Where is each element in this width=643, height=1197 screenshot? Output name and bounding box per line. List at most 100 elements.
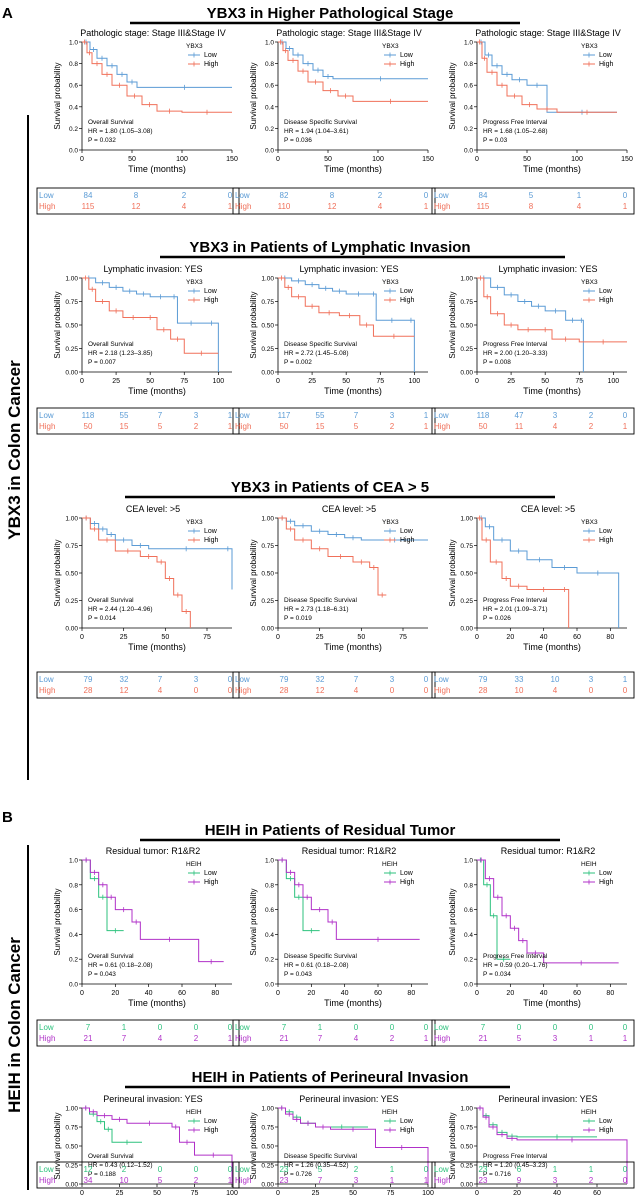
risk-value: 12	[316, 686, 325, 695]
risk-value: 0	[194, 1023, 199, 1032]
risk-table-box	[431, 1019, 635, 1047]
x-tick-label: 20	[513, 1190, 521, 1197]
km-curve-high	[278, 517, 387, 596]
x-tick-label: 50	[342, 378, 350, 385]
stat-text: HR = 1.68 (1.05–2.68)	[483, 128, 548, 135]
km-chart-13: Perineural invasion: YES 0.00 0.25 0.50 0.75…	[36, 1094, 240, 1197]
risk-value: 0	[354, 1023, 359, 1032]
y-tick-label: 1.00	[261, 276, 274, 283]
stat-text: HR = 2.73 (1.18–6.31)	[284, 606, 349, 613]
stat-text: HR = 0.61 (0.18–2.08)	[284, 962, 349, 969]
y-tick-label: 0.00	[65, 1182, 78, 1189]
risk-value: 15	[316, 422, 325, 431]
risk-value: 12	[328, 202, 337, 211]
y-tick-label: 0.00	[460, 370, 473, 377]
chart-title: Residual tumor: R1&R2	[501, 846, 596, 856]
risk-value: 1	[589, 1165, 594, 1174]
risk-row-label: High	[235, 202, 251, 211]
x-tick-label: 75	[191, 1190, 199, 1197]
chart-title: CEA level: >5	[521, 504, 575, 514]
y-tick-label: 0.25	[261, 598, 274, 605]
risk-table-box	[431, 407, 635, 435]
legend-label-high: High	[400, 537, 415, 544]
panel-label-b: B	[2, 809, 13, 826]
risk-row-label: High	[434, 1034, 450, 1043]
risk-value: 12	[132, 202, 141, 211]
km-curve-low	[477, 1107, 597, 1138]
x-tick-label: 40	[553, 1190, 561, 1197]
legend-title: YBX3	[581, 43, 598, 50]
legend-title: HEIH	[581, 861, 597, 868]
y-tick-label: 0.50	[65, 323, 78, 330]
y-tick-label: 0.50	[460, 323, 473, 330]
risk-value: 7	[158, 675, 163, 684]
risk-value: 0	[158, 1165, 163, 1174]
risk-value: 2	[354, 1165, 359, 1174]
risk-value: 4	[182, 202, 187, 211]
y-tick-label: 1.00	[65, 1106, 78, 1113]
risk-value: 1	[553, 1165, 558, 1174]
risk-value: 3	[390, 675, 395, 684]
y-tick-label: 0.8	[69, 882, 78, 889]
y-tick-label: 1.00	[65, 516, 78, 523]
y-tick-label: 0.00	[460, 1182, 473, 1189]
km-curve-low	[477, 277, 584, 372]
risk-value: 23	[280, 1165, 289, 1174]
legend-label-high: High	[599, 61, 614, 68]
risk-value: 1	[424, 1176, 429, 1185]
risk-value: 1	[589, 1034, 594, 1043]
risk-value: 4	[553, 422, 558, 431]
km-curve-high	[82, 859, 224, 963]
risk-value: 0	[228, 675, 233, 684]
risk-row-label: High	[39, 202, 55, 211]
risk-value: 10	[515, 686, 524, 695]
legend-label-low: Low	[400, 52, 414, 59]
x-tick-label: 75	[180, 378, 188, 385]
risk-value: 1	[623, 1034, 628, 1043]
stat-text: Overall Survival	[88, 341, 134, 348]
risk-value: 0	[158, 1023, 163, 1032]
x-tick-label: 75	[203, 634, 211, 641]
stat-text: P = 0.188	[88, 1171, 116, 1178]
y-tick-label: 0.00	[261, 1182, 274, 1189]
section-title-1: YBX3 in Higher Pathological Stage	[207, 5, 454, 22]
y-tick-label: 0.6	[265, 83, 274, 90]
risk-table-box	[431, 187, 635, 215]
y-tick-label: 0.0	[69, 148, 78, 155]
y-tick-label: 1.0	[464, 40, 473, 47]
x-axis-label: Time (months)	[128, 386, 186, 396]
stat-text: HR = 0.59 (0.20–1.76)	[483, 962, 548, 969]
y-tick-label: 0.4	[69, 932, 78, 939]
x-axis-label: Time (months)	[324, 164, 382, 174]
risk-row-label: High	[39, 686, 55, 695]
risk-value: 2	[194, 1034, 199, 1043]
y-tick-label: 0.75	[460, 543, 473, 550]
risk-row-label: Low	[39, 1023, 54, 1032]
risk-row-label: Low	[235, 1165, 250, 1174]
x-tick-label: 0	[80, 156, 84, 163]
x-tick-label: 100	[422, 1190, 434, 1197]
y-axis-label: Survival probability	[53, 539, 62, 606]
y-tick-label: 0.75	[65, 543, 78, 550]
risk-value: 7	[122, 1034, 127, 1043]
risk-value: 5	[529, 191, 534, 200]
legend-label-low: Low	[599, 528, 613, 535]
chart-title: Pathologic stage: Stage III&Stage IV	[80, 28, 226, 38]
risk-value: 79	[479, 675, 488, 684]
risk-value: 0	[424, 191, 429, 200]
x-tick-label: 75	[387, 1190, 395, 1197]
stat-text: HR = 1.80 (1.05–3.08)	[88, 128, 153, 135]
stat-text: Overall Survival	[88, 1153, 134, 1160]
x-tick-label: 75	[399, 634, 407, 641]
risk-value: 8	[330, 191, 335, 200]
y-tick-label: 0.00	[65, 370, 78, 377]
x-tick-label: 40	[145, 990, 153, 997]
risk-value: 3	[354, 1176, 359, 1185]
risk-value: 7	[354, 675, 359, 684]
km-curve-high	[477, 1107, 628, 1184]
y-tick-label: 1.00	[261, 516, 274, 523]
risk-row-label: High	[434, 1176, 450, 1185]
km-chart-10: Residual tumor: R1&R2 0.0 0.2 0.4 0.6 0.8 1.0 0…	[36, 846, 240, 1047]
km-curve-high	[477, 277, 627, 343]
